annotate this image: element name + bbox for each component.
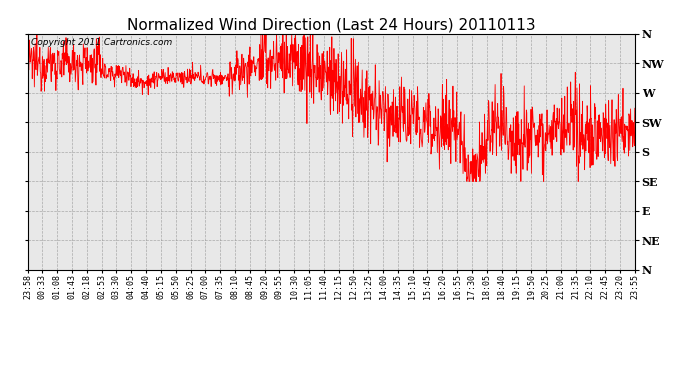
Text: Copyright 2011 Cartronics.com: Copyright 2011 Cartronics.com xyxy=(30,39,172,48)
Title: Normalized Wind Direction (Last 24 Hours) 20110113: Normalized Wind Direction (Last 24 Hours… xyxy=(127,18,535,33)
